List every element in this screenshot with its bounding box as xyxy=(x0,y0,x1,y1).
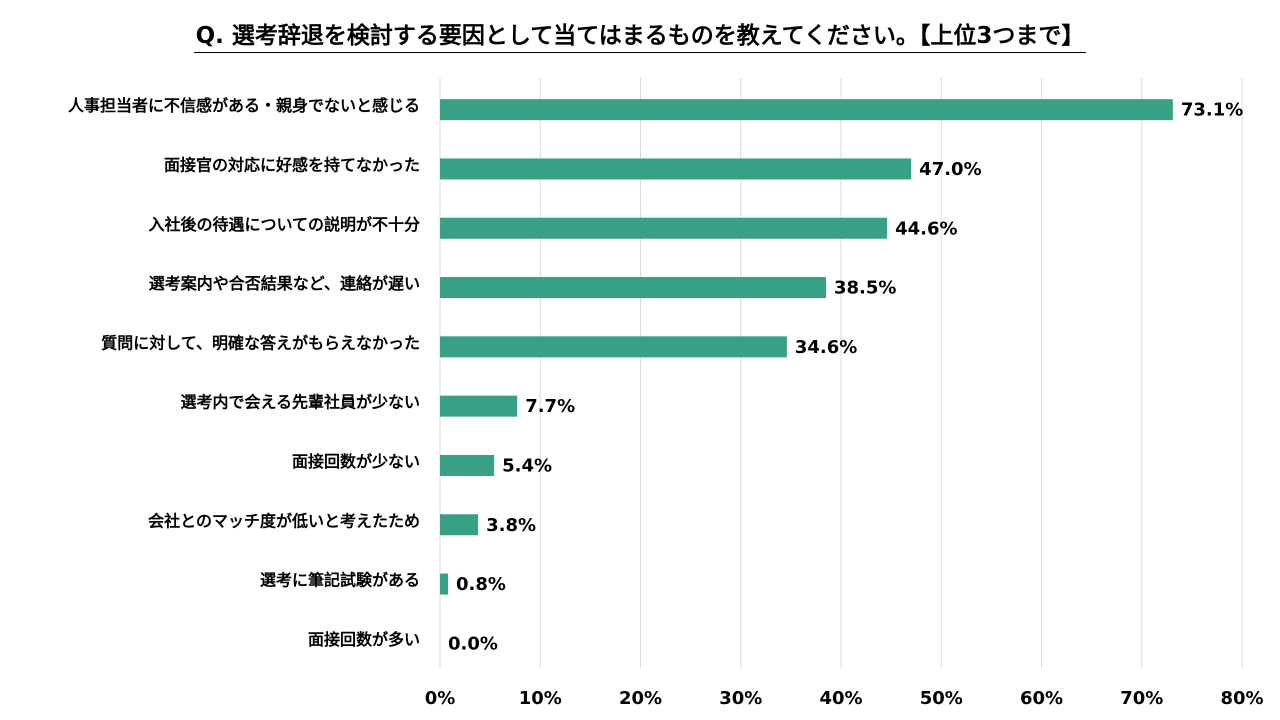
x-tick-label: 10% xyxy=(519,688,562,709)
data-label: 38.5% xyxy=(834,278,896,299)
x-tick-label: 0% xyxy=(425,688,456,709)
category-label: 面接回数が多い xyxy=(308,630,420,649)
x-tick-label: 60% xyxy=(1020,688,1063,709)
bar xyxy=(440,158,912,180)
category-label: 質問に対して、明確な答えがもらえなかった xyxy=(101,333,420,352)
data-label: 5.4% xyxy=(502,455,552,476)
chart-title: Q. 選考辞退を検討する要因として当てはまるものを教えてください。【上位3つまで… xyxy=(0,16,1280,53)
labels: 0% 10% 20% 30% 40% 50% 60% 70% 80% 人事担当者に不信感がある・親… xyxy=(68,96,1264,709)
x-tick-label: 20% xyxy=(619,688,662,709)
bars xyxy=(440,99,1173,595)
category-label: 面接官の対応に好感を持てなかった xyxy=(164,155,420,174)
data-label: 73.1% xyxy=(1181,100,1243,121)
category-label: 入社後の待遇についての説明が不十分 xyxy=(148,215,420,234)
category-label: 選考内で会える先輩社員が少ない xyxy=(180,393,420,412)
x-tick-label: 80% xyxy=(1220,688,1263,709)
bar xyxy=(440,573,449,595)
data-label: 3.8% xyxy=(486,515,536,536)
category-label: 選考に筆記試験がある xyxy=(260,571,420,590)
bar xyxy=(440,277,826,299)
data-label: 44.6% xyxy=(895,218,957,239)
data-label: 0.8% xyxy=(456,574,506,595)
chart-title-text: Q. 選考辞退を検討する要因として当てはまるものを教えてください。【上位3つまで… xyxy=(193,16,1087,53)
category-label: 選考案内や合否結果など、連絡が遅い xyxy=(149,274,420,293)
bar xyxy=(440,454,495,476)
bar xyxy=(440,217,888,239)
category-label: 面接回数が少ない xyxy=(292,452,420,471)
data-label: 47.0% xyxy=(919,159,981,180)
data-label: 7.7% xyxy=(525,396,575,417)
data-label: 0.0% xyxy=(448,633,498,654)
bar xyxy=(440,336,787,358)
bar xyxy=(440,395,518,417)
x-tick-label: 30% xyxy=(719,688,762,709)
x-tick-label: 70% xyxy=(1120,688,1163,709)
category-label: 人事担当者に不信感がある・親身でないと感じる xyxy=(68,96,420,115)
data-label: 34.6% xyxy=(795,337,857,358)
bar xyxy=(440,514,479,536)
category-label: 会社とのマッチ度が低いと考えたため xyxy=(148,511,420,530)
x-tick-label: 50% xyxy=(920,688,963,709)
bar xyxy=(440,99,1173,121)
x-tick-label: 40% xyxy=(819,688,862,709)
